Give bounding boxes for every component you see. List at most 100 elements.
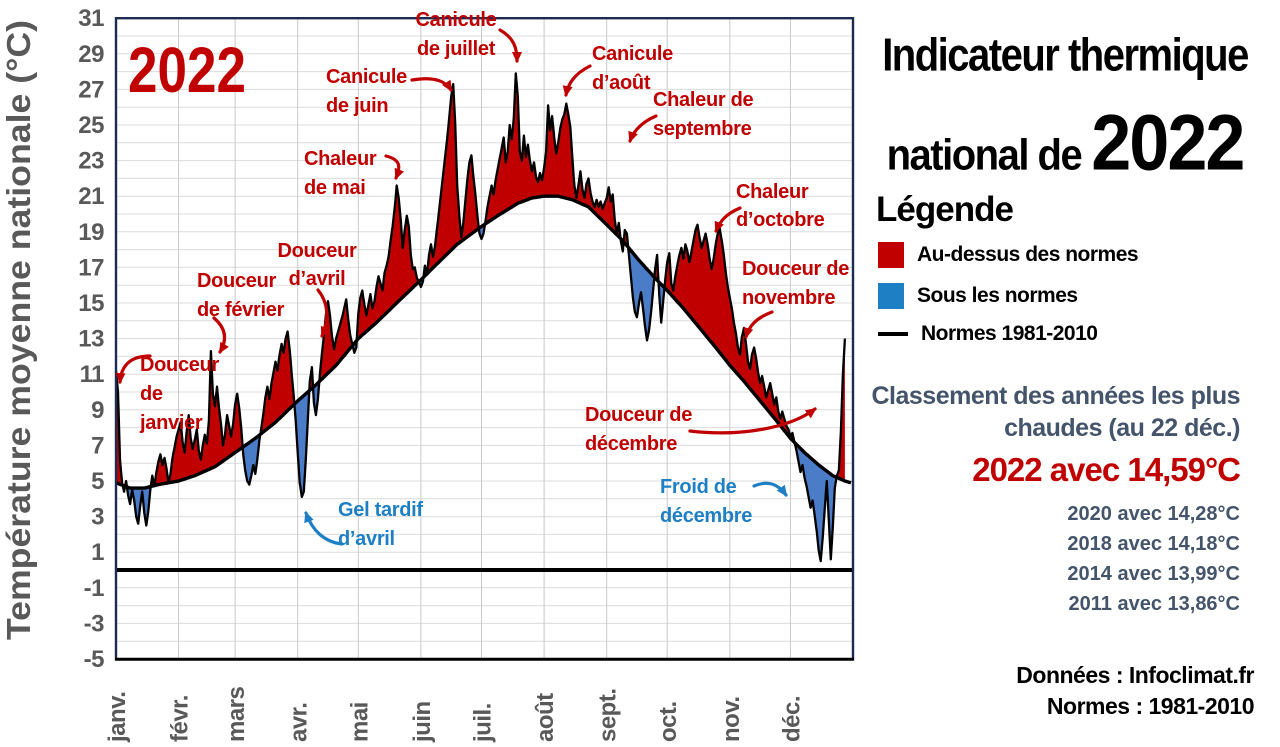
annotation-chaleur-septembre: Chaleur de septembre — [628, 89, 754, 143]
svg-text:de juillet: de juillet — [417, 38, 496, 60]
x-tick-label-month: janv. — [104, 692, 131, 743]
y-tick-label: 1 — [91, 539, 104, 566]
y-tick-label: 27 — [78, 76, 104, 103]
legend-swatch-normals-line-icon — [878, 332, 908, 336]
y-tick-label: 17 — [78, 254, 104, 281]
panel-title-line2: national de 2022 — [862, 98, 1268, 188]
legend-swatch-above-icon — [878, 242, 904, 268]
y-tick-label: 21 — [78, 183, 104, 210]
y-axis-title: Température moyenne nationale (°C) — [0, 20, 37, 640]
annotation-arrow-icon — [562, 64, 592, 97]
y-tick-label: 3 — [91, 504, 104, 531]
x-tick-label-month: mai — [346, 702, 373, 742]
y-tick-label: -3 — [84, 610, 104, 637]
y-tick-label: -5 — [84, 646, 104, 673]
svg-text:Chaleur de: Chaleur de — [653, 89, 754, 111]
svg-text:Douceur: Douceur — [277, 240, 357, 262]
x-tick-label-month: nov. — [718, 696, 745, 742]
svg-text:décembre: décembre — [660, 505, 752, 527]
svg-text:septembre: septembre — [653, 118, 752, 140]
ranking-item: 2014 avec 13,99°C — [1067, 563, 1240, 585]
svg-text:d’avril: d’avril — [338, 528, 395, 550]
svg-text:Canicule: Canicule — [416, 9, 497, 31]
svg-text:janvier: janvier — [139, 412, 203, 434]
legend-label-normals: Normes 1981-2010 — [921, 322, 1098, 345]
footer-credits: Données : Infoclimat.fr Normes : 1981-20… — [1016, 660, 1254, 722]
annotation-arrow-icon — [628, 114, 658, 143]
y-tick-label: 29 — [78, 41, 104, 68]
annotation-canicule-juin: Canicule de juin — [326, 66, 453, 117]
y-tick-label: 15 — [78, 290, 104, 317]
legend-label-above: Au-dessus des normes — [917, 243, 1139, 266]
svg-text:Douceur de: Douceur de — [742, 258, 849, 280]
ranking-item: 2011 avec 13,86°C — [1068, 593, 1240, 615]
legend-item-below-normals: Sous les normes — [878, 283, 1078, 309]
panel-title-year: 2022 — [1091, 99, 1245, 188]
x-tick-label-month: sept. — [595, 688, 622, 742]
y-tick-label: 11 — [80, 361, 105, 388]
legend-swatch-below-icon — [878, 283, 904, 309]
svg-text:d’avril: d’avril — [289, 268, 346, 290]
svg-text:Canicule: Canicule — [592, 43, 673, 65]
legend-item-above-normals: Au-dessus des normes — [878, 242, 1139, 268]
annotation-douceur-janvier: Douceur de janvier — [115, 354, 220, 434]
annotation-arrow-icon — [714, 206, 742, 233]
legend-item-normals: Normes 1981-2010 — [878, 322, 1098, 346]
panel-title-line2-prefix: national de — [886, 131, 1083, 180]
annotation-froid-decembre: Froid de décembre — [660, 476, 788, 527]
x-tick-label-month: déc. — [778, 696, 805, 742]
y-tick-label: 9 — [91, 397, 104, 424]
y-tick-label: 25 — [78, 112, 104, 139]
y-tick-label: 31 — [78, 5, 104, 32]
svg-text:Froid de: Froid de — [660, 476, 737, 498]
ranking-block: Classement des années les plus chaudes (… — [871, 380, 1241, 619]
y-tick-label: 23 — [78, 148, 104, 175]
annotation-douceur-novembre: Douceur de novembre — [742, 258, 849, 339]
x-tick-label-month: avr. — [286, 703, 313, 742]
svg-text:Canicule: Canicule — [326, 66, 407, 88]
ranking-heading-line1: Classement des années les plus — [871, 382, 1240, 410]
annotation-douceur-fevrier: Douceur de février — [197, 270, 285, 354]
x-tick-label-month: févr. — [167, 695, 194, 742]
annotation-canicule-aout: Canicule d’août — [562, 43, 673, 97]
ranking-item: 2020 avec 14,28°C — [1067, 503, 1240, 525]
ranking-item: 2018 avec 14,18°C — [1067, 533, 1240, 555]
svg-text:novembre: novembre — [742, 287, 835, 309]
svg-text:Chaleur: Chaleur — [736, 181, 809, 203]
annotation-chaleur-octobre: Chaleur d’octobre — [714, 181, 825, 233]
annotation-arrow-icon — [115, 354, 152, 384]
svg-text:Douceur de: Douceur de — [585, 404, 692, 426]
y-tick-label: 5 — [91, 468, 104, 495]
info-panel: Indicateur thermique national de 2022 Lé… — [862, 0, 1280, 747]
annotation-arrow-icon — [752, 481, 788, 497]
annotation-arrow-icon — [688, 407, 817, 435]
y-tick-label: 13 — [78, 326, 104, 353]
annotation-arrow-icon — [410, 77, 453, 92]
y-tick-label: 19 — [78, 219, 104, 246]
annotation-canicule-juillet: Canicule de juillet — [416, 9, 522, 63]
y-tick-label: 7 — [91, 432, 104, 459]
annotation-arrow-icon — [384, 154, 404, 180]
annotation-chaleur-mai: Chaleur de mai — [304, 148, 404, 199]
x-tick-label-month: août — [532, 693, 559, 742]
axis-labels: 312927252321191715131197531-1-3-5Tempéra… — [0, 5, 805, 743]
svg-text:décembre: décembre — [585, 433, 677, 455]
svg-text:Gel tardif: Gel tardif — [338, 499, 423, 521]
annotation-gel-avril: Gel tardif d’avril — [304, 499, 424, 550]
svg-text:Douceur: Douceur — [197, 270, 277, 292]
annotation-arrow-icon — [304, 511, 344, 546]
ranking-heading-line2: chaudes (au 22 déc.) — [1004, 414, 1240, 442]
svg-text:Douceur: Douceur — [140, 354, 220, 376]
plot-frame — [114, 17, 855, 661]
svg-text:de février: de février — [197, 299, 285, 321]
y-tick-label: -1 — [84, 575, 104, 602]
temperature-curves — [114, 72, 852, 563]
svg-text:Chaleur: Chaleur — [304, 148, 377, 170]
annotation-arrow-icon — [743, 310, 774, 339]
panel-title-line1: Indicateur thermique — [882, 30, 1249, 81]
annotation-arrow-icon — [212, 316, 229, 354]
ranking-top-year: 2022 avec 14,59°C — [972, 451, 1241, 488]
annotation-douceur-decembre: Douceur de décembre — [585, 404, 817, 455]
svg-text:d’août: d’août — [592, 72, 651, 94]
